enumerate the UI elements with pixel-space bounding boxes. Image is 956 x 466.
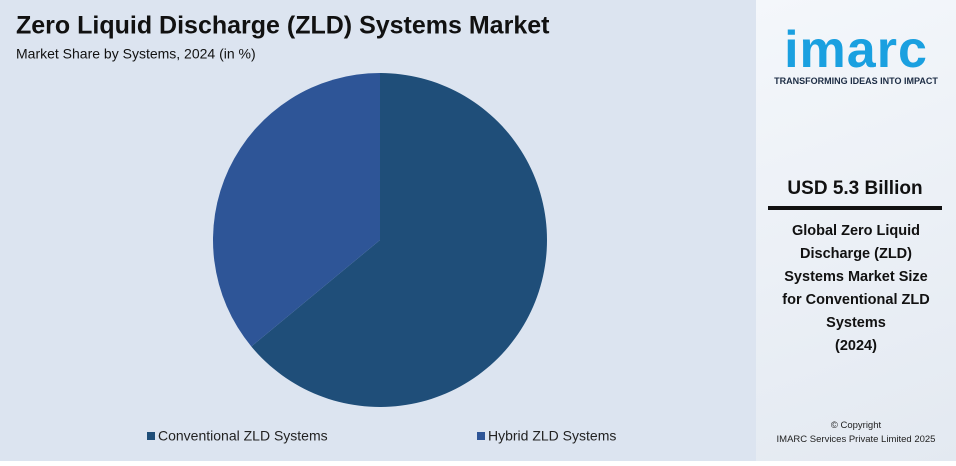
description: Global Zero Liquid Discharge (ZLD) Systems… — [756, 220, 956, 358]
tagline: TRANSFORMING IDEAS INTO IMPACT — [774, 76, 938, 86]
legend-label: Conventional ZLD Systems — [158, 428, 328, 444]
copyright-line: IMARC Services Private Limited 2025 — [776, 434, 936, 445]
pie-slice — [213, 73, 380, 347]
pie-slice — [251, 73, 548, 408]
logo: imarc — [784, 21, 928, 79]
legend-label: Hybrid ZLD Systems — [488, 428, 616, 444]
description-line: for Conventional ZLD — [782, 292, 930, 308]
headline: USD 5.3 Billion — [768, 178, 942, 210]
chart-title: Zero Liquid Discharge (ZLD) Systems Mark… — [16, 12, 550, 40]
chart-area: Zero Liquid Discharge (ZLD) Systems Mark… — [0, 0, 756, 461]
chart-subtitle: Market Share by Systems, 2024 (in %) — [16, 46, 256, 62]
description-line: Systems Market Size — [784, 269, 928, 285]
copyright-line: © Copyright — [830, 420, 882, 431]
description-line: (2024) — [835, 338, 877, 354]
description-line: Systems — [826, 315, 886, 331]
side-panel: imarc TRANSFORMING IDEAS INTO IMPACT USD… — [756, 0, 956, 461]
chart: Zero Liquid Discharge (ZLD) Systems Mark… — [16, 12, 616, 444]
description-line: Discharge (ZLD) — [800, 246, 912, 262]
legend-swatch — [147, 432, 155, 440]
description-line: Global Zero Liquid — [791, 223, 921, 239]
copyright: © Copyright IMARC Services Private Limite… — [756, 419, 956, 447]
legend-swatch — [477, 432, 485, 440]
